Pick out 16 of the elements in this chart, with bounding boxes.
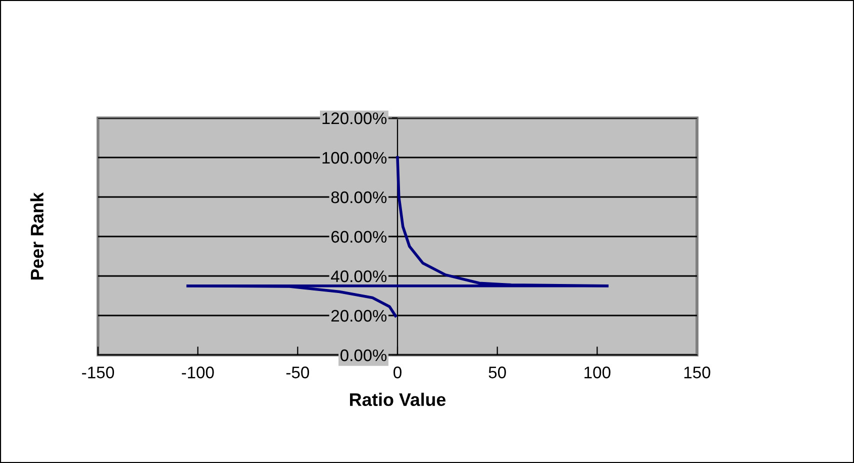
y-tick-label: 20.00%: [331, 310, 386, 322]
y-tick-label: 120.00%: [322, 112, 386, 124]
x-tick-label: 50: [488, 366, 506, 378]
y-tick-label: 60.00%: [331, 230, 386, 243]
y-tick-label: 40.00%: [330, 270, 386, 282]
x-tick-label: -100: [182, 366, 214, 378]
x-axis-title: Ratio Value: [350, 392, 446, 406]
y-tick-label: 80.00%: [331, 191, 386, 204]
x-tick-label: -50: [286, 366, 310, 378]
x-tick-label: 100: [584, 366, 610, 378]
x-tick-label: 0: [394, 366, 402, 378]
y-tick-label: 100.00%: [322, 152, 386, 164]
x-tick-label: 150: [684, 366, 710, 378]
x-tick-label: -150: [82, 366, 114, 378]
y-axis-title: Peer Rank: [30, 192, 44, 280]
y-tick-label: 0.00%: [340, 349, 386, 362]
